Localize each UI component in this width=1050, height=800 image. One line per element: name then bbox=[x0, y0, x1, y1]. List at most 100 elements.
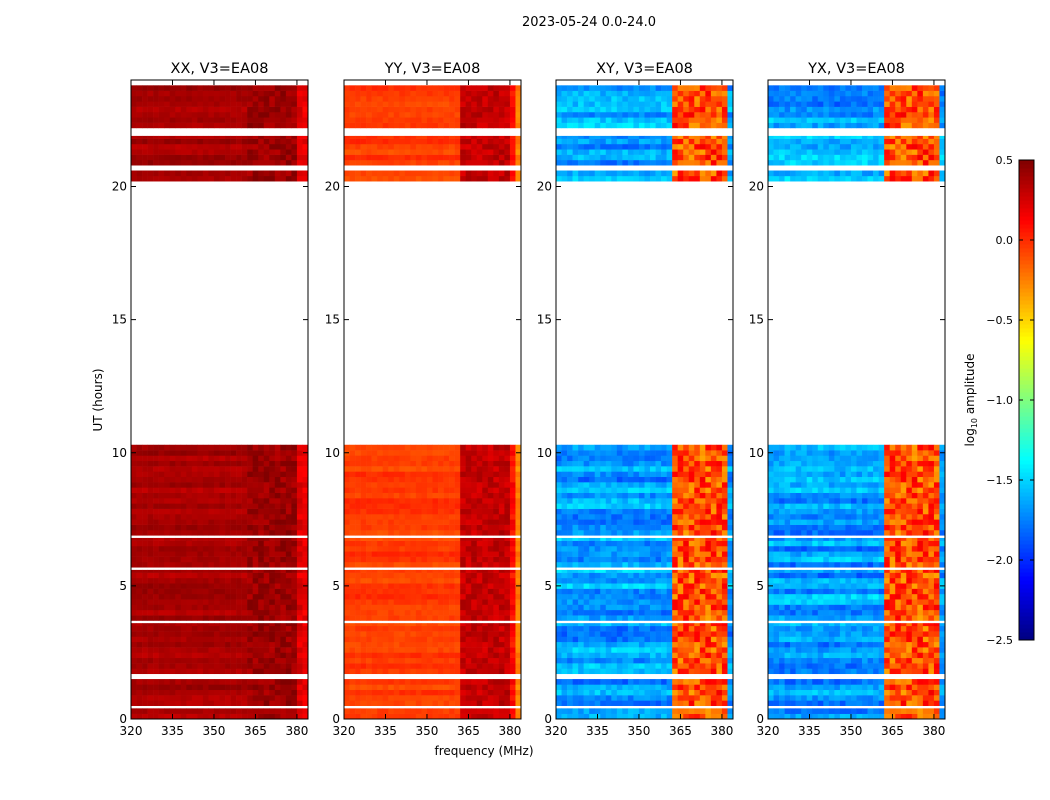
heatmap-cell bbox=[208, 476, 215, 483]
heatmap-cell bbox=[291, 95, 298, 102]
heatmap-cell bbox=[476, 700, 483, 706]
heatmap-cell bbox=[371, 647, 378, 653]
heatmap-cell bbox=[404, 583, 411, 589]
heatmap-cell bbox=[487, 476, 494, 483]
heatmap-cell bbox=[280, 537, 287, 541]
heatmap-cell bbox=[388, 498, 395, 504]
heatmap-cell bbox=[504, 599, 511, 605]
heatmap-cell bbox=[213, 471, 220, 478]
heatmap-cell bbox=[274, 668, 281, 675]
heatmap-cell bbox=[258, 668, 265, 675]
heatmap-cell bbox=[153, 540, 159, 547]
heatmap-cell bbox=[471, 122, 478, 129]
heatmap-cell bbox=[399, 524, 406, 531]
heatmap-cell bbox=[443, 593, 450, 600]
heatmap-cell bbox=[285, 498, 292, 504]
heatmap-cell bbox=[449, 450, 455, 456]
heatmap-cell bbox=[432, 689, 439, 696]
heatmap-cell bbox=[136, 106, 143, 113]
heatmap-cell bbox=[432, 599, 439, 605]
heatmap-cell bbox=[583, 695, 590, 701]
heatmap-cell bbox=[556, 652, 562, 659]
heatmap-cell bbox=[393, 583, 400, 589]
heatmap-cell bbox=[180, 101, 187, 107]
heatmap-cell bbox=[349, 657, 356, 664]
heatmap-cell bbox=[699, 679, 706, 685]
heatmap-cell bbox=[274, 471, 281, 478]
heatmap-cell bbox=[404, 154, 411, 161]
heatmap-cell bbox=[393, 572, 400, 579]
heatmap-cell bbox=[280, 609, 287, 616]
heatmap-cell bbox=[197, 106, 204, 113]
heatmap-cell bbox=[360, 684, 367, 691]
heatmap-cell bbox=[153, 551, 159, 557]
heatmap-cell bbox=[164, 85, 171, 91]
heatmap-cell bbox=[344, 663, 350, 669]
heatmap-cell bbox=[213, 529, 220, 536]
heatmap-cell bbox=[371, 101, 378, 107]
heatmap-cell bbox=[515, 668, 522, 675]
heatmap-cell bbox=[241, 143, 248, 150]
heatmap-cell bbox=[360, 455, 367, 462]
heatmap-cell bbox=[382, 117, 389, 123]
heatmap-cell bbox=[219, 455, 226, 462]
heatmap-cell bbox=[460, 708, 466, 714]
heatmap-cell bbox=[426, 623, 433, 627]
heatmap-cell bbox=[208, 471, 215, 478]
heatmap-cell bbox=[471, 545, 478, 552]
heatmap-cell bbox=[169, 695, 176, 701]
heatmap-cell bbox=[296, 170, 303, 177]
heatmap-cell bbox=[175, 583, 182, 589]
heatmap-cell bbox=[432, 513, 439, 520]
heatmap-cell bbox=[147, 593, 154, 600]
heatmap-cell bbox=[349, 143, 356, 150]
heatmap-cell bbox=[355, 492, 361, 499]
heatmap-cell bbox=[589, 623, 596, 627]
heatmap-cell bbox=[515, 636, 522, 643]
heatmap-cell bbox=[252, 455, 259, 462]
heatmap-cell bbox=[498, 572, 505, 579]
heatmap-cell bbox=[388, 537, 395, 541]
heatmap-cell bbox=[388, 159, 395, 166]
heatmap-cell bbox=[131, 529, 137, 536]
heatmap-cell bbox=[371, 708, 378, 714]
heatmap-cell bbox=[252, 503, 259, 509]
heatmap-cell bbox=[515, 466, 522, 472]
heatmap-cell bbox=[371, 652, 378, 659]
heatmap-cell bbox=[263, 569, 270, 573]
heatmap-cell bbox=[153, 159, 159, 166]
heatmap-cell bbox=[344, 135, 350, 139]
heatmap-cell bbox=[136, 569, 143, 573]
heatmap-cell bbox=[191, 466, 198, 472]
heatmap-cell bbox=[688, 684, 695, 691]
heatmap-cell bbox=[371, 138, 378, 145]
heatmap-cell bbox=[142, 455, 148, 462]
heatmap-cell bbox=[269, 482, 276, 488]
heatmap-cell bbox=[504, 615, 511, 621]
heatmap-cell bbox=[349, 138, 356, 145]
heatmap-cell bbox=[344, 90, 350, 97]
heatmap-cell bbox=[191, 95, 198, 102]
heatmap-cell bbox=[258, 471, 265, 478]
heatmap-cell bbox=[371, 700, 378, 706]
heatmap-cell bbox=[225, 641, 231, 648]
heatmap-cell bbox=[515, 561, 522, 568]
heatmap-cell bbox=[504, 625, 511, 632]
heatmap-cell bbox=[186, 508, 193, 515]
heatmap-cell bbox=[186, 695, 193, 701]
heatmap-cell bbox=[388, 466, 395, 472]
heatmap-cell bbox=[197, 524, 204, 531]
heatmap-cell bbox=[213, 636, 220, 643]
heatmap-cell bbox=[611, 657, 618, 664]
heatmap-cell bbox=[476, 593, 483, 600]
heatmap-cell bbox=[482, 652, 489, 659]
heatmap-cell bbox=[213, 663, 220, 669]
heatmap-cell bbox=[471, 106, 478, 113]
heatmap-cell bbox=[269, 588, 276, 595]
heatmap-cell bbox=[236, 122, 242, 129]
heatmap-cell bbox=[197, 695, 204, 701]
heatmap-cell bbox=[280, 551, 287, 557]
heatmap-cell bbox=[355, 556, 361, 563]
heatmap-cell bbox=[404, 540, 411, 547]
heatmap-cell bbox=[252, 90, 259, 97]
